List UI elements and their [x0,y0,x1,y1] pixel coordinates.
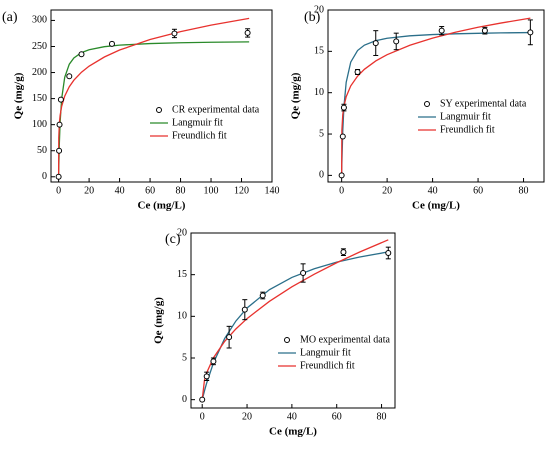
x-tick-label: 80 [377,411,387,422]
data-point [300,270,307,276]
fit-line [201,251,389,400]
y-tick-label: 50 [37,145,47,156]
data-point [199,396,206,403]
data-point [340,104,347,111]
fit-line [340,31,531,176]
y-axis-title: Qe (mg/g) [13,72,25,119]
data-point [241,306,248,313]
data-point [393,38,400,45]
y-axis-title: Qe (mg/g) [153,297,165,344]
y-tick-label: 20 [177,227,187,238]
panel-label: (b) [304,10,321,25]
x-tick-label: 100 [204,185,219,196]
data-point [66,73,73,80]
data-point [481,27,488,34]
x-axis-title: Ce (mg/L) [269,426,317,438]
plot-frame [50,9,273,183]
x-tick-label: 0 [200,411,205,422]
y-tick-label: 10 [314,87,324,98]
y-tick-label: 100 [32,119,47,130]
y-tick-label: 15 [314,46,324,57]
legend-label: Freundlich fit [440,124,495,135]
data-point [340,249,347,256]
panel-label: (a) [2,10,18,25]
y-tick-label: 300 [32,15,47,26]
fit-line [57,41,250,177]
y-tick-label: 0 [182,394,187,405]
y-tick-label: 5 [319,128,324,139]
x-tick-label: 40 [287,411,297,422]
data-point [56,121,63,128]
data-point [210,358,217,365]
y-axis-title: Qe (mg/g) [290,72,302,119]
x-tick-label: 20 [84,185,94,196]
data-point [338,172,345,179]
x-axis-title: Ce (mg/L) [412,200,460,212]
y-tick-label: 0 [42,171,47,182]
legend-marker [424,101,430,107]
data-point [226,334,233,341]
legend-marker [156,107,162,113]
x-tick-label: 20 [242,411,252,422]
data-point [57,96,64,103]
x-tick-label: 140 [265,185,280,196]
x-tick-label: 40 [428,185,438,196]
plot-frame [327,9,545,183]
y-tick-label: 150 [32,93,47,104]
data-point [385,250,392,256]
x-axis-title: Ce (mg/L) [138,200,186,212]
data-point [244,29,251,36]
y-tick-label: 200 [32,67,47,78]
data-point [438,27,445,34]
x-tick-label: 80 [519,185,529,196]
legend-label: CR experimental data [172,104,260,115]
data-point [527,29,534,36]
data-point [78,51,85,58]
legend-label: Langmuir fit [300,347,351,358]
fit-line [340,17,531,176]
data-point [372,40,379,47]
x-tick-label: 0 [56,185,61,196]
data-point [56,147,63,154]
x-tick-label: 60 [145,185,155,196]
legend-label: SY experimental data [440,98,527,109]
y-tick-label: 15 [177,269,187,280]
y-tick-label: 20 [314,4,324,15]
legend-label: Langmuir fit [172,117,223,128]
x-tick-label: 60 [332,411,342,422]
data-point [171,30,178,37]
plot-frame [190,232,396,409]
x-tick-label: 0 [339,185,344,196]
y-tick-label: 0 [319,170,324,181]
legend-label: Freundlich fit [300,360,355,371]
y-tick-label: 10 [177,311,187,322]
data-point [259,292,266,299]
x-tick-label: 80 [176,185,186,196]
data-point [339,133,346,140]
y-tick-label: 5 [182,352,187,363]
fit-line [57,17,250,177]
x-tick-label: 40 [115,185,125,196]
legend-label: Langmuir fit [440,111,491,122]
x-tick-label: 20 [382,185,392,196]
data-point [203,373,210,380]
legend-label: MO experimental data [300,334,391,345]
legend-label: Freundlich fit [172,130,227,141]
panel-label: (c) [165,232,181,247]
legend-marker [284,337,290,343]
fit-line [201,239,389,400]
x-tick-label: 120 [234,185,249,196]
data-point [354,69,361,76]
data-point [55,173,62,180]
x-tick-label: 60 [473,185,483,196]
data-point [108,40,115,47]
y-tick-label: 250 [32,41,47,52]
